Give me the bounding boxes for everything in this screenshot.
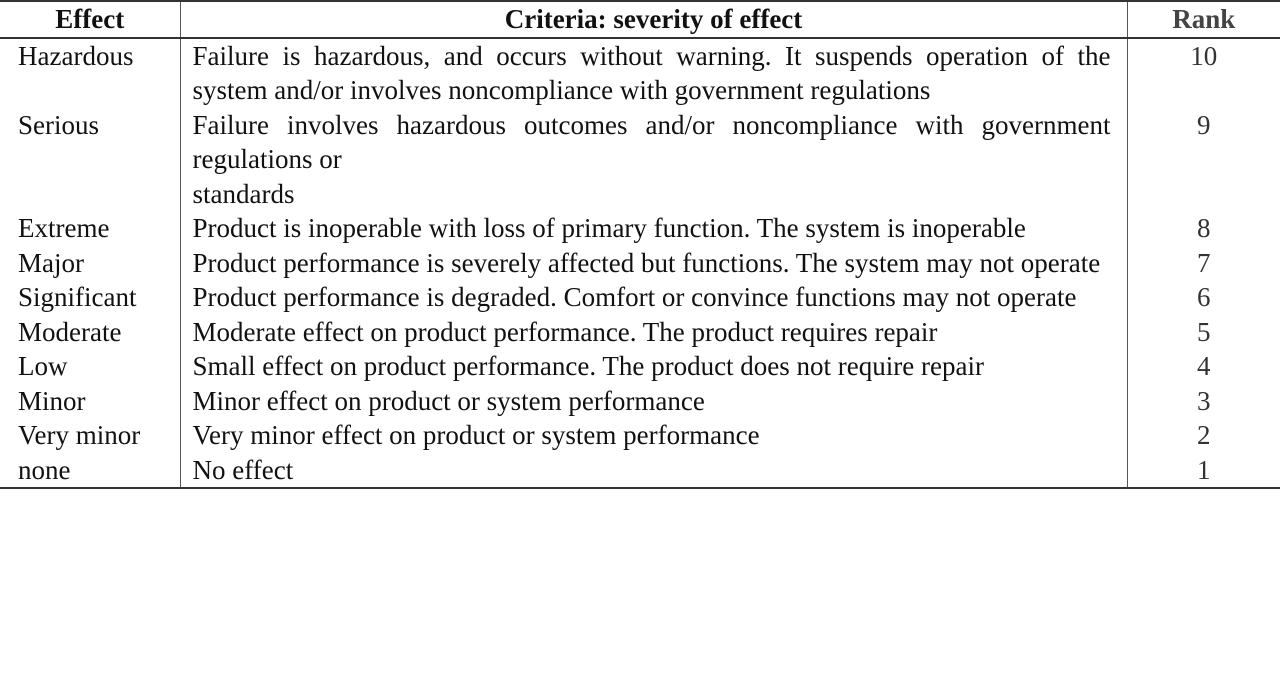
effect-cell: none [0,452,181,489]
effect-cell: Serious [0,107,181,211]
rank-cell: 7 [1197,247,1211,278]
header-row: Effect Criteria: severity of effect Rank [0,1,1280,38]
effect-cell: Minor [0,383,181,418]
criteria-cell: Small effect on product performance. The… [180,349,1128,384]
rank-cell: 10 [1190,40,1218,71]
effect-cell: Very minor [0,418,181,453]
rank-cell: 5 [1197,316,1211,347]
table-row: Extreme Product is inoperable with loss … [0,211,1280,246]
rank-cell: 3 [1197,385,1211,416]
effect-cell: Significant [0,280,181,315]
criteria-cell: Failure involves hazardous outcomes and/… [180,107,1128,211]
table-header: Effect Criteria: severity of effect Rank [0,1,1280,38]
rank-cell: 9 [1197,109,1211,140]
effect-cell: Low [0,349,181,384]
rank-cell: 6 [1197,282,1211,312]
rank-cell: 8 [1197,213,1211,243]
table-row: Very minor Very minor effect on product … [0,418,1280,453]
header-effect: Effect [0,1,181,38]
table-row: Minor Minor effect on product or system … [0,383,1280,418]
table-body: Hazardous Failure is hazardous, and occu… [0,37,1280,489]
criteria-cell: Product performance is degraded. Comfort… [180,280,1128,315]
rank-cell: 2 [1197,420,1211,450]
effect-cell: Extreme [0,211,181,246]
table-row: Serious Failure involves hazardous outco… [0,107,1280,211]
rank-cell: 1 [1127,452,1280,489]
table-row: Moderate Moderate effect on product perf… [0,314,1280,349]
rank-cell: 4 [1197,351,1211,381]
header-rank: Rank [1172,4,1236,34]
table-row: Significant Product performance is degra… [0,280,1280,315]
criteria-cell: Very minor effect on product or system p… [180,418,1128,453]
header-criteria: Criteria: severity of effect [180,1,1128,38]
effect-cell: Hazardous [0,37,181,108]
criteria-cell: Product performance is severely affected… [180,245,1128,280]
criteria-cell: No effect [180,452,1128,489]
criteria-cell: Moderate effect on product performance. … [180,314,1128,349]
criteria-cell: Product is inoperable with loss of prima… [180,211,1128,246]
effect-cell: Moderate [0,314,181,349]
table-row: Hazardous Failure is hazardous, and occu… [0,37,1280,108]
table-row: Major Product performance is severely af… [0,245,1280,280]
table-row: Low Small effect on product performance.… [0,349,1280,384]
effect-cell: Major [0,245,181,280]
criteria-cell: Failure is hazardous, and occurs without… [180,37,1128,108]
severity-table: Effect Criteria: severity of effect Rank… [0,1,1280,489]
criteria-cell: Minor effect on product or system perfor… [180,383,1128,418]
table-row: none No effect 1 [0,452,1280,489]
